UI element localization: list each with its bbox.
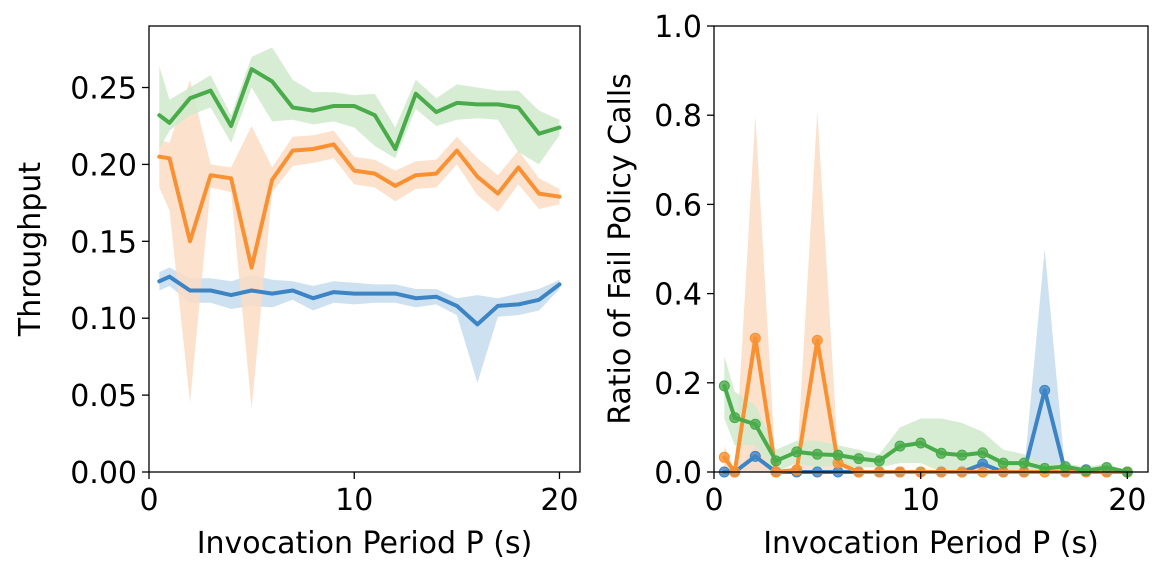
x-axis-label: Invocation Period P (s) [763,526,1099,561]
y-tick-label: 0.10 [70,302,137,337]
x-tick-label: 10 [335,483,373,518]
band-green [159,47,560,165]
series-line-blue [157,274,562,327]
band-blue [724,249,1128,472]
y-tick-label: 0.25 [70,72,137,107]
series-line-orange [157,142,562,270]
y-tick-label: 0.0 [654,456,702,491]
y-tick-label: 0.6 [654,188,702,223]
point-green [791,446,803,458]
y-tick-label: 0.15 [70,225,137,260]
point-green [1080,465,1092,477]
axes-frame [713,25,1149,473]
y-tick-label: 0.2 [654,367,702,402]
x-tick-label: 0 [139,483,158,518]
point-green [729,412,741,424]
point-orange [718,451,730,463]
y-tick-label: 0.4 [654,278,702,313]
fail-ratio-chart: 0 10 20 0.0 0.2 0.4 0.6 0.8 1.0 Invocation Period… [603,10,1149,561]
y-tick-label: 1.0 [654,10,702,45]
x-tick-label: 0 [704,483,723,518]
y-axis-label: Throughput [13,162,48,337]
band-orange [159,79,560,409]
y-tick-label: 0.05 [70,379,137,414]
throughput-chart: 0 10 20 0.00 0.05 0.10 0.15 0.20 0.25 Invocation … [13,25,581,561]
point-green [915,437,927,449]
band-green [724,356,1128,472]
point-green [1101,462,1113,473]
point-green [977,447,989,459]
point-green [811,448,823,460]
point-green [956,449,968,461]
point-green [832,449,844,461]
point-green [935,447,947,459]
point-green [770,455,782,467]
band-orange [724,110,1128,472]
point-green [718,380,730,392]
point-green [873,455,885,467]
y-axis-label: Ratio of Fail Policy Calls [603,73,638,425]
point-green [1018,457,1030,469]
band-blue [159,267,560,383]
x-axis-label: Invocation Period P (s) [197,526,533,561]
point-blue [1039,384,1051,396]
point-green [1039,462,1051,474]
point-green [749,418,761,430]
x-tick-label: 20 [1108,483,1146,518]
point-green [997,457,1009,469]
axes-frame [148,25,581,473]
plot-area [718,110,1133,478]
x-tick-label: 20 [540,483,578,518]
y-tick-label: 0.00 [70,456,137,491]
series-line-green [157,67,562,151]
y-tick-label: 0.20 [70,148,137,183]
plot-area [157,47,562,409]
point-orange [791,464,803,476]
x-tick-label: 10 [902,483,940,518]
point-green [894,440,906,452]
point-blue [749,450,761,462]
point-orange [811,334,823,346]
point-green [1059,461,1071,473]
point-green [853,453,865,465]
y-tick-label: 0.8 [654,99,702,134]
point-orange [749,332,761,344]
